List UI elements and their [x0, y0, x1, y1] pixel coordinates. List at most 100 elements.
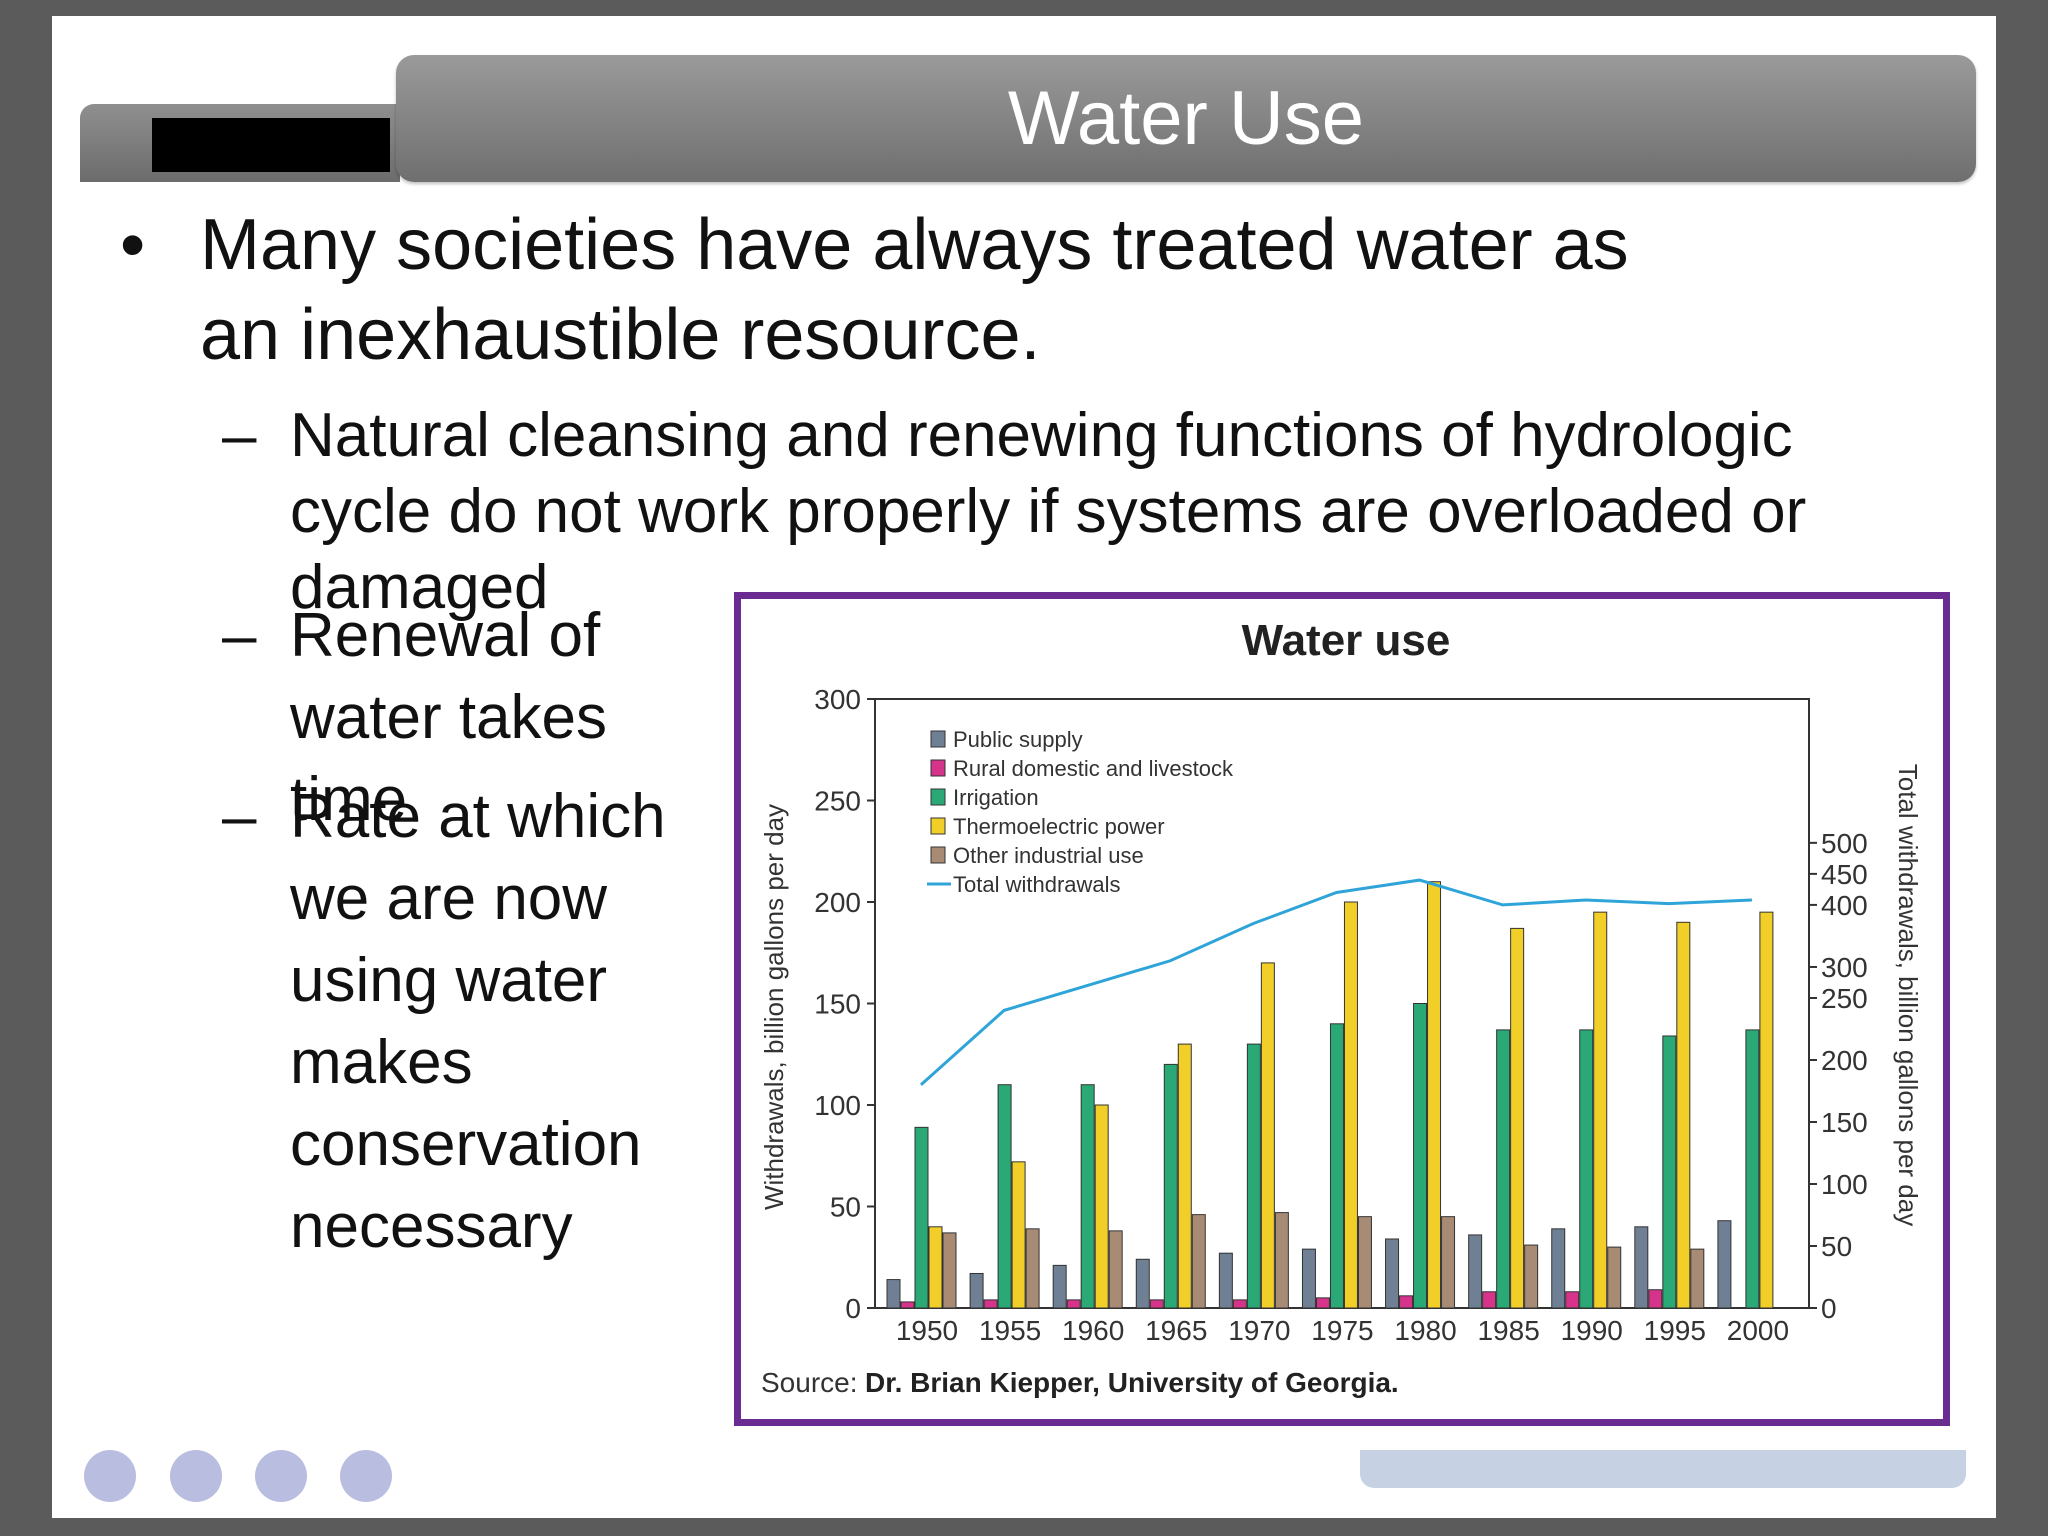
y-tick-label: 100 — [814, 1090, 861, 1121]
bar-other-industrial-use — [1191, 1214, 1206, 1309]
bar-thermoelectric-power — [928, 1226, 943, 1309]
legend-swatch — [930, 730, 946, 748]
total-withdrawals-line — [919, 878, 1752, 1086]
bar-other-industrial-use — [1607, 1246, 1622, 1309]
legend-swatch — [930, 788, 946, 806]
y2-tick-label: 400 — [1821, 890, 1868, 921]
bar-irrigation — [914, 1126, 929, 1309]
bar-thermoelectric-power — [1427, 881, 1442, 1309]
y2-tick-label: 200 — [1821, 1045, 1868, 1076]
bullet-text-2: Natural cleansing and renewing functions… — [290, 401, 1807, 622]
bullet-text-1: Many societies have always treated water… — [200, 205, 1629, 375]
y-axis-label: Withdrawals, billion gallons per day — [759, 804, 789, 1210]
y-tick-label: 250 — [814, 786, 861, 817]
bar-irrigation — [1163, 1063, 1178, 1309]
bar-public-supply — [1385, 1238, 1400, 1309]
y-tick-label: 200 — [814, 887, 861, 918]
legend-swatch — [930, 817, 946, 835]
y-tick-label: 150 — [814, 989, 861, 1020]
source-text: Dr. Brian Kiepper, University of Georgia… — [865, 1367, 1399, 1398]
bar-thermoelectric-power — [1343, 901, 1358, 1309]
bar-rural-domestic-and-livestock — [1315, 1297, 1330, 1309]
legend-swatch — [930, 759, 946, 777]
title-bar: Water Use — [396, 55, 1976, 182]
bar-irrigation — [1662, 1035, 1677, 1309]
bar-other-industrial-use — [942, 1232, 957, 1309]
bar-public-supply — [969, 1272, 984, 1309]
legend-entry: Public supply — [953, 727, 1083, 752]
source-label: Source: — [761, 1367, 858, 1398]
bar-rural-domestic-and-livestock — [900, 1301, 915, 1309]
y2-tick-label: 100 — [1821, 1169, 1868, 1200]
legend-entry: Irrigation — [953, 785, 1039, 810]
bar-rural-domestic-and-livestock — [1648, 1289, 1663, 1309]
bar-public-supply — [1468, 1234, 1483, 1309]
chart-title: Water use — [1242, 616, 1451, 665]
bar-irrigation — [1246, 1043, 1261, 1309]
x-tick-label: 1970 — [1228, 1315, 1290, 1346]
bar-thermoelectric-power — [1260, 962, 1275, 1309]
bar-thermoelectric-power — [1676, 921, 1691, 1309]
chart-frame: Water use 0 50 100 150 200 250 300 0 50 100 150 200… — [734, 592, 1950, 1426]
bar-public-supply — [1135, 1258, 1150, 1309]
x-tick-label: 1995 — [1644, 1315, 1706, 1346]
bullet-text-3: Renewal of water takes time — [290, 601, 608, 834]
y2-tick-label: 0 — [1821, 1293, 1837, 1324]
nav-dot[interactable] — [340, 1450, 392, 1502]
bar-rural-domestic-and-livestock — [1066, 1299, 1081, 1309]
footer-bar — [1360, 1450, 1966, 1488]
y2-tick-label: 450 — [1821, 859, 1868, 890]
bar-thermoelectric-power — [1094, 1104, 1109, 1309]
x-tick-label: 1975 — [1311, 1315, 1373, 1346]
water-use-chart: Water use 050100150200250300050100150200… — [759, 616, 1923, 1398]
bar-irrigation — [1745, 1029, 1760, 1309]
bar-public-supply — [1551, 1228, 1566, 1309]
x-tick-label: 1965 — [1145, 1315, 1207, 1346]
bar-irrigation — [1413, 1003, 1428, 1309]
bar-irrigation — [997, 1084, 1012, 1309]
bullet-text-4: Rate at which we are now using water mak… — [290, 782, 666, 1261]
dash-marker: – — [222, 601, 257, 670]
y-tick-label: 50 — [830, 1192, 861, 1223]
y2-axis-label: Total withdrawals, billion gallons per d… — [1893, 764, 1923, 1226]
bar-other-industrial-use — [1025, 1228, 1040, 1309]
bar-public-supply — [1717, 1220, 1732, 1309]
nav-dot[interactable] — [255, 1450, 307, 1502]
bullet-marker: • — [120, 205, 146, 285]
bar-irrigation — [1080, 1084, 1095, 1309]
y2-tick-label: 300 — [1821, 952, 1868, 983]
bar-irrigation — [1496, 1029, 1511, 1309]
bar-other-industrial-use — [1524, 1244, 1539, 1309]
bar-irrigation — [1579, 1029, 1594, 1309]
dash-marker: – — [222, 782, 257, 851]
bar-other-industrial-use — [1357, 1216, 1372, 1309]
bar-other-industrial-use — [1274, 1212, 1289, 1309]
x-tick-label: 1990 — [1561, 1315, 1623, 1346]
bar-other-industrial-use — [1441, 1216, 1456, 1309]
bar-public-supply — [1052, 1264, 1067, 1309]
bar-rural-domestic-and-livestock — [1232, 1299, 1247, 1309]
bar-rural-domestic-and-livestock — [1482, 1291, 1497, 1309]
redacted-bar — [152, 118, 390, 172]
bar-thermoelectric-power — [1011, 1161, 1026, 1309]
slide-title: Water Use — [1007, 76, 1365, 161]
x-tick-label: 2000 — [1727, 1315, 1789, 1346]
nav-dot[interactable] — [84, 1450, 136, 1502]
bar-rural-domestic-and-livestock — [983, 1299, 998, 1309]
bar-public-supply — [886, 1279, 901, 1309]
bar-thermoelectric-power — [1593, 911, 1608, 1309]
legend-swatch — [930, 846, 946, 864]
legend-entry: Rural domestic and livestock — [953, 756, 1234, 781]
bar-thermoelectric-power — [1177, 1043, 1192, 1309]
dash-marker: – — [222, 401, 257, 470]
legend-entry: Other industrial use — [953, 843, 1144, 868]
y-tick-label: 300 — [814, 684, 861, 715]
nav-dot[interactable] — [170, 1450, 222, 1502]
bar-thermoelectric-power — [1510, 927, 1525, 1309]
y-tick-label: 0 — [845, 1293, 861, 1324]
y2-tick-label: 50 — [1821, 1231, 1852, 1262]
bar-other-industrial-use — [1108, 1230, 1123, 1309]
bar-rural-domestic-and-livestock — [1565, 1291, 1580, 1309]
y2-tick-label: 500 — [1821, 828, 1868, 859]
x-tick-label: 1955 — [979, 1315, 1041, 1346]
